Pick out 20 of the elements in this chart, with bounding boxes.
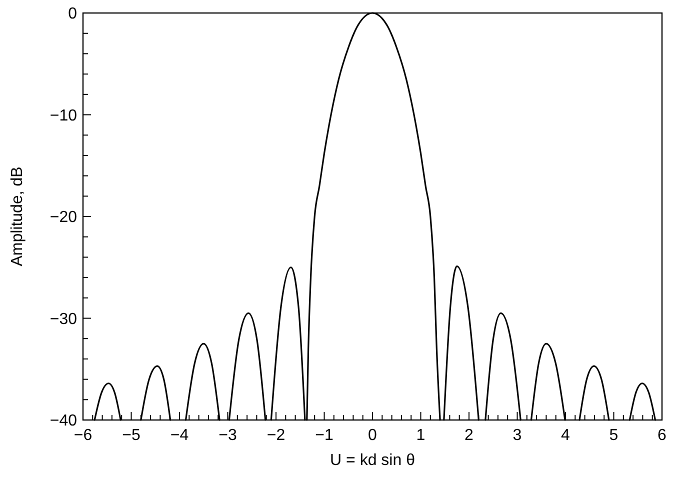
x-tick-label: 6 <box>658 427 667 444</box>
y-tick-label: −10 <box>50 107 78 124</box>
y-axis-title: Amplitude, dB <box>9 166 26 266</box>
x-tick-label: 1 <box>416 427 426 444</box>
x-tick-label: −4 <box>170 427 189 444</box>
x-tick-label: 5 <box>609 427 618 444</box>
x-tick-label: 3 <box>512 427 522 444</box>
x-tick-label: 0 <box>368 427 378 444</box>
y-tick-label: −30 <box>50 310 78 328</box>
x-axis-title: U = kd sin θ <box>330 452 416 469</box>
x-tick-label: 4 <box>561 427 570 444</box>
x-tick-label: −3 <box>218 427 237 444</box>
x-tick-label: 2 <box>464 427 474 444</box>
x-tick-label: −5 <box>122 427 140 444</box>
x-tick-label: −2 <box>266 427 286 444</box>
x-tick-label: −6 <box>74 427 92 444</box>
x-tick-label: −1 <box>315 427 334 444</box>
y-tick-label: −40 <box>50 412 78 430</box>
y-tick-label: −20 <box>50 209 78 226</box>
y-tick-label: 0 <box>68 6 78 23</box>
